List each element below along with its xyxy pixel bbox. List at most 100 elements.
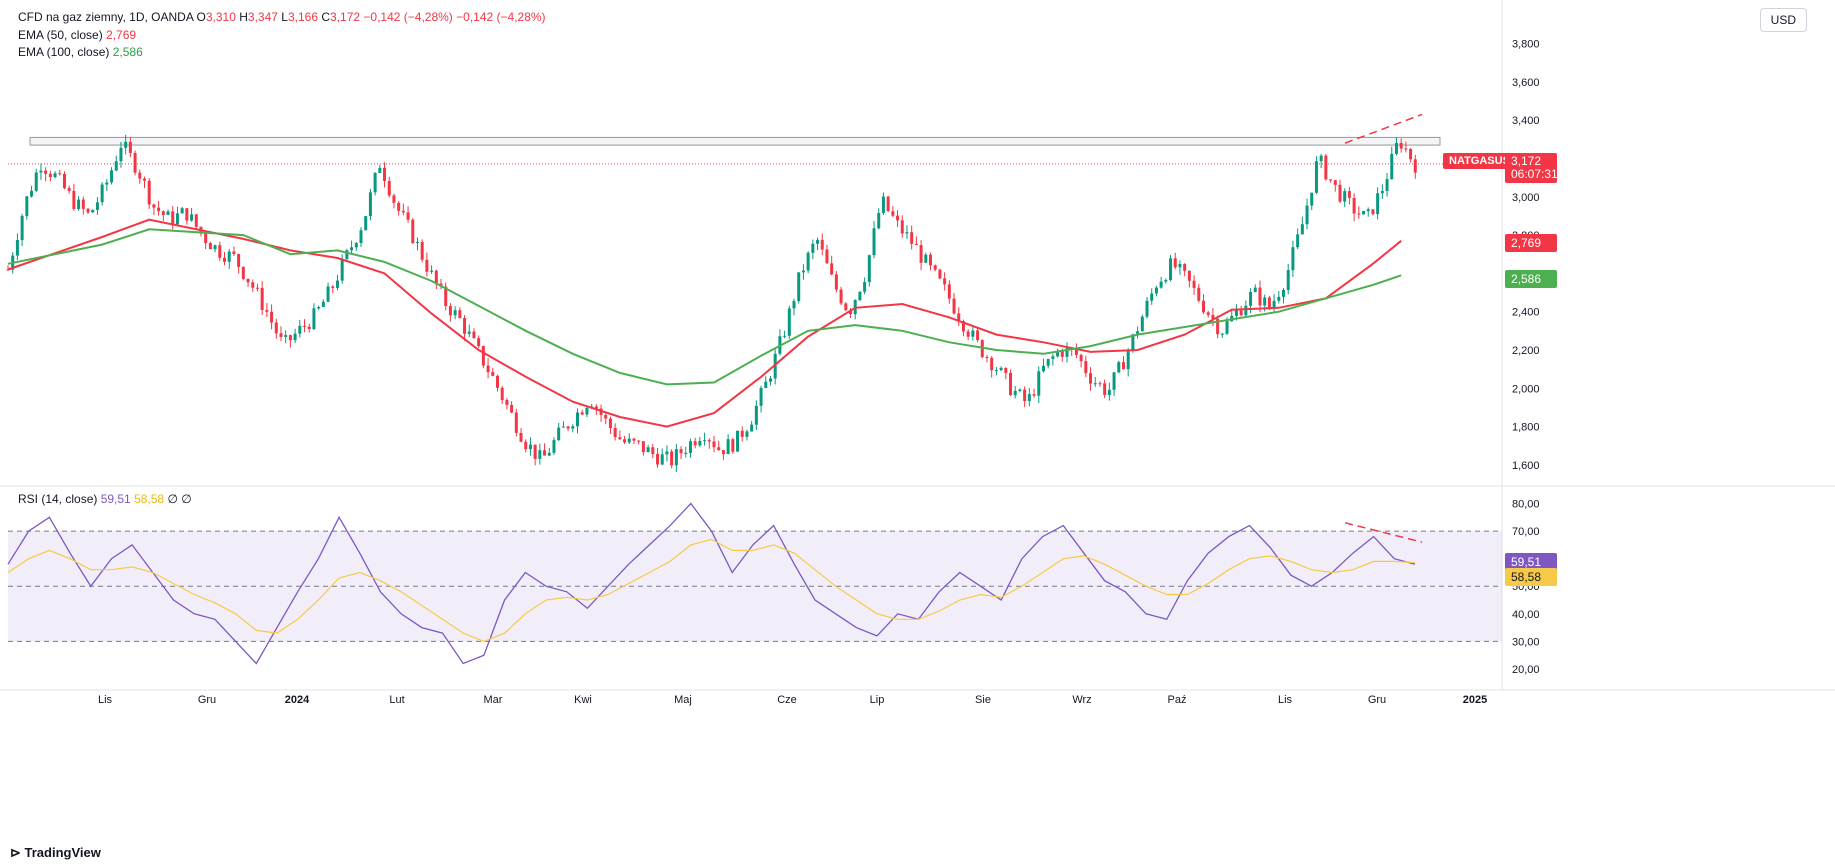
candle-body xyxy=(350,247,354,251)
candle-body xyxy=(1159,281,1163,288)
price-tick-label: 3,400 xyxy=(1512,115,1540,127)
candle-body xyxy=(495,375,499,388)
ema100-legend: EMA (100, close) 2,586 xyxy=(18,45,143,59)
candle-body xyxy=(1197,287,1201,301)
candle-body xyxy=(961,321,965,332)
candle-body xyxy=(830,263,834,275)
price-tick-label: 2,200 xyxy=(1512,345,1540,357)
candle-body xyxy=(1117,362,1121,373)
candle-body xyxy=(1343,191,1347,202)
candle-body xyxy=(1051,356,1055,359)
candle-body xyxy=(1394,142,1398,154)
candle-body xyxy=(105,182,109,185)
candle-body xyxy=(1018,389,1022,391)
candle-body xyxy=(335,280,339,288)
candle-body xyxy=(157,207,161,212)
candle-body xyxy=(1089,373,1093,384)
candle-body xyxy=(142,178,146,181)
candle-body xyxy=(491,372,495,376)
candle-body xyxy=(1300,224,1304,235)
candle-body xyxy=(693,441,697,446)
candle-body xyxy=(623,439,627,443)
candle-body xyxy=(147,180,151,205)
candle-body xyxy=(1009,372,1013,396)
candle-body xyxy=(288,335,292,341)
candle-body xyxy=(1216,318,1220,335)
candle-body xyxy=(458,310,462,319)
candle-body xyxy=(110,170,114,183)
candle-body xyxy=(656,454,660,465)
candle-body xyxy=(354,243,358,248)
candle-body xyxy=(448,306,452,316)
candle-body xyxy=(1046,358,1050,366)
candle-body xyxy=(1013,390,1017,396)
rsi-ma-legend-value: 58,58 xyxy=(134,492,165,506)
candle-body xyxy=(651,447,655,455)
candle-body xyxy=(237,254,241,267)
candle-body xyxy=(867,255,871,283)
candle-body xyxy=(957,313,961,322)
candle-body xyxy=(1136,331,1140,335)
candle-body xyxy=(1314,161,1318,193)
candle-body xyxy=(1037,371,1041,396)
candle-body xyxy=(764,381,768,388)
candle-body xyxy=(1404,148,1408,150)
candle-body xyxy=(77,199,81,209)
candle-body xyxy=(1093,383,1097,385)
candle-body xyxy=(1201,300,1205,313)
candle-body xyxy=(1131,334,1135,351)
candle-body xyxy=(364,216,368,231)
high-value: 3,347 xyxy=(247,10,278,24)
candle-body xyxy=(265,309,269,312)
candle-body xyxy=(260,288,264,310)
time-tick-label: Lut xyxy=(389,694,404,706)
candle-body xyxy=(783,335,787,337)
candle-body xyxy=(519,432,523,442)
candle-body xyxy=(1145,300,1149,317)
candle-body xyxy=(62,173,66,189)
price-tick-label: 2,000 xyxy=(1512,383,1540,395)
candle-body xyxy=(848,310,852,315)
rsi-ma-value-tag: 58,58 xyxy=(1505,568,1557,586)
candle-body xyxy=(670,451,674,466)
candle-body xyxy=(128,141,132,153)
candle-body xyxy=(58,173,62,175)
candle-body xyxy=(929,254,933,266)
candle-body xyxy=(1282,290,1286,297)
candle-body xyxy=(270,311,274,323)
candle-body xyxy=(44,170,48,174)
candle-body xyxy=(467,331,471,334)
candle-body xyxy=(557,427,561,441)
currency-button[interactable]: USD xyxy=(1759,8,1807,32)
candle-body xyxy=(1103,383,1107,395)
candle-body xyxy=(30,190,34,197)
candle-body xyxy=(67,188,71,191)
candle-body xyxy=(844,303,848,311)
tradingview-icon: ⊳ xyxy=(10,845,25,860)
candle-body xyxy=(1023,389,1027,402)
candle-body xyxy=(1258,287,1262,306)
close-value: 3,172 xyxy=(330,10,361,24)
time-tick-label: Gru xyxy=(198,694,216,706)
candle-body xyxy=(86,208,90,213)
candle-body xyxy=(971,330,975,337)
candle-body xyxy=(594,406,598,409)
candle-body xyxy=(1154,287,1158,294)
candle-body xyxy=(811,243,815,253)
candle-body xyxy=(208,243,212,250)
tradingview-logo[interactable]: ⊳ TradingView xyxy=(10,845,101,860)
candle-body xyxy=(933,265,937,270)
candle-body xyxy=(717,447,721,451)
candle-body xyxy=(632,438,636,441)
candle-body xyxy=(1296,234,1300,248)
candle-body xyxy=(1084,361,1088,374)
ohlc-legend: CFD na gaz ziemny, 1D, OANDA O3,310 H3,3… xyxy=(18,10,546,24)
candle-body xyxy=(1310,192,1314,206)
candle-body xyxy=(1079,354,1083,362)
candle-body xyxy=(91,209,95,213)
candle-body xyxy=(481,346,485,366)
candle-body xyxy=(576,412,580,427)
candle-body xyxy=(1004,367,1008,373)
candle-body xyxy=(25,196,29,216)
